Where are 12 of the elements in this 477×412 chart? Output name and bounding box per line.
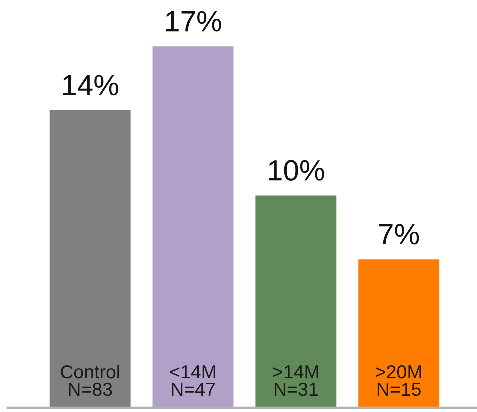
bar	[254, 194, 338, 408]
bar	[48, 109, 132, 408]
data-label: 10%	[269, 160, 324, 181]
x-tick-label: Control N=83	[61, 364, 120, 396]
data-label: 17%	[166, 11, 222, 32]
bar	[151, 45, 236, 408]
x-tick-label: >14M N=31	[273, 366, 318, 396]
bar	[357, 258, 441, 408]
data-label: 14%	[63, 75, 118, 96]
x-tick-label: >20M N=15	[376, 365, 422, 396]
data-label: 7%	[380, 224, 420, 245]
x-tick-label: <14M N=47	[170, 366, 216, 396]
